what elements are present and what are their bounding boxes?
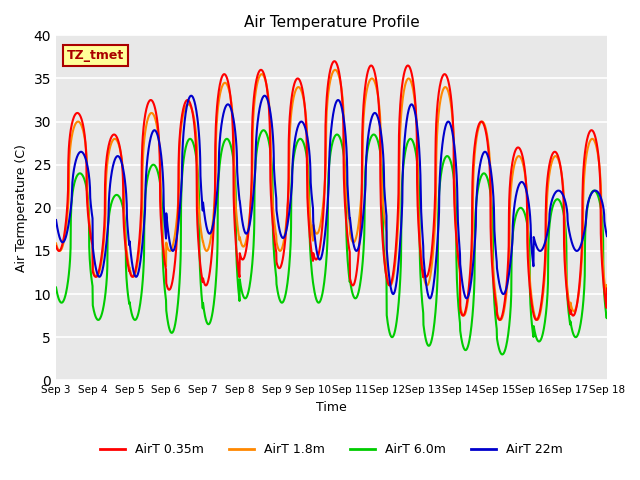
AirT 6.0m <box>348 287 355 292</box>
AirT 1.8m <box>497 317 504 323</box>
Title: Air Temperature Profile: Air Temperature Profile <box>244 15 419 30</box>
AirT 1.8m <box>348 237 355 242</box>
Y-axis label: Air Termperature (C): Air Termperature (C) <box>15 144 28 272</box>
AirT 1.8m <box>492 294 500 300</box>
AirT 1.8m <box>360 117 367 122</box>
AirT 6.0m <box>260 127 268 133</box>
AirT 0.35m <box>496 317 504 323</box>
Line: AirT 0.35m: AirT 0.35m <box>56 61 607 320</box>
AirT 22m <box>555 188 563 193</box>
AirT 1.8m <box>52 240 60 246</box>
AirT 0.35m <box>206 270 214 276</box>
AirT 6.0m <box>570 333 578 338</box>
AirT 22m <box>52 217 60 223</box>
AirT 0.35m <box>360 102 367 108</box>
AirT 0.35m <box>555 156 563 161</box>
AirT 22m <box>360 210 367 216</box>
AirT 6.0m <box>206 320 214 326</box>
AirT 0.35m <box>348 281 355 287</box>
AirT 1.8m <box>603 282 611 288</box>
AirT 22m <box>206 231 214 237</box>
AirT 6.0m <box>492 317 500 323</box>
AirT 1.8m <box>570 309 578 314</box>
AirT 6.0m <box>360 248 367 253</box>
AirT 22m <box>603 233 611 239</box>
AirT 6.0m <box>603 311 611 316</box>
AirT 22m <box>570 245 578 251</box>
AirT 0.35m <box>570 312 578 318</box>
AirT 22m <box>492 250 500 256</box>
AirT 6.0m <box>555 197 563 203</box>
Text: TZ_tmet: TZ_tmet <box>67 49 124 62</box>
Line: AirT 1.8m: AirT 1.8m <box>56 70 607 320</box>
AirT 22m <box>348 229 355 235</box>
AirT 22m <box>463 296 470 301</box>
AirT 1.8m <box>555 157 563 163</box>
AirT 0.35m <box>492 300 500 306</box>
AirT 6.0m <box>499 351 506 357</box>
AirT 0.35m <box>52 243 60 249</box>
X-axis label: Time: Time <box>316 401 347 414</box>
AirT 1.8m <box>206 241 214 247</box>
AirT 0.35m <box>331 59 339 64</box>
AirT 0.35m <box>603 286 611 291</box>
Legend: AirT 0.35m, AirT 1.8m, AirT 6.0m, AirT 22m: AirT 0.35m, AirT 1.8m, AirT 6.0m, AirT 2… <box>95 438 568 461</box>
Line: AirT 22m: AirT 22m <box>56 96 607 299</box>
AirT 22m <box>188 93 195 98</box>
Line: AirT 6.0m: AirT 6.0m <box>56 130 607 354</box>
AirT 6.0m <box>52 285 60 290</box>
AirT 1.8m <box>332 67 339 72</box>
